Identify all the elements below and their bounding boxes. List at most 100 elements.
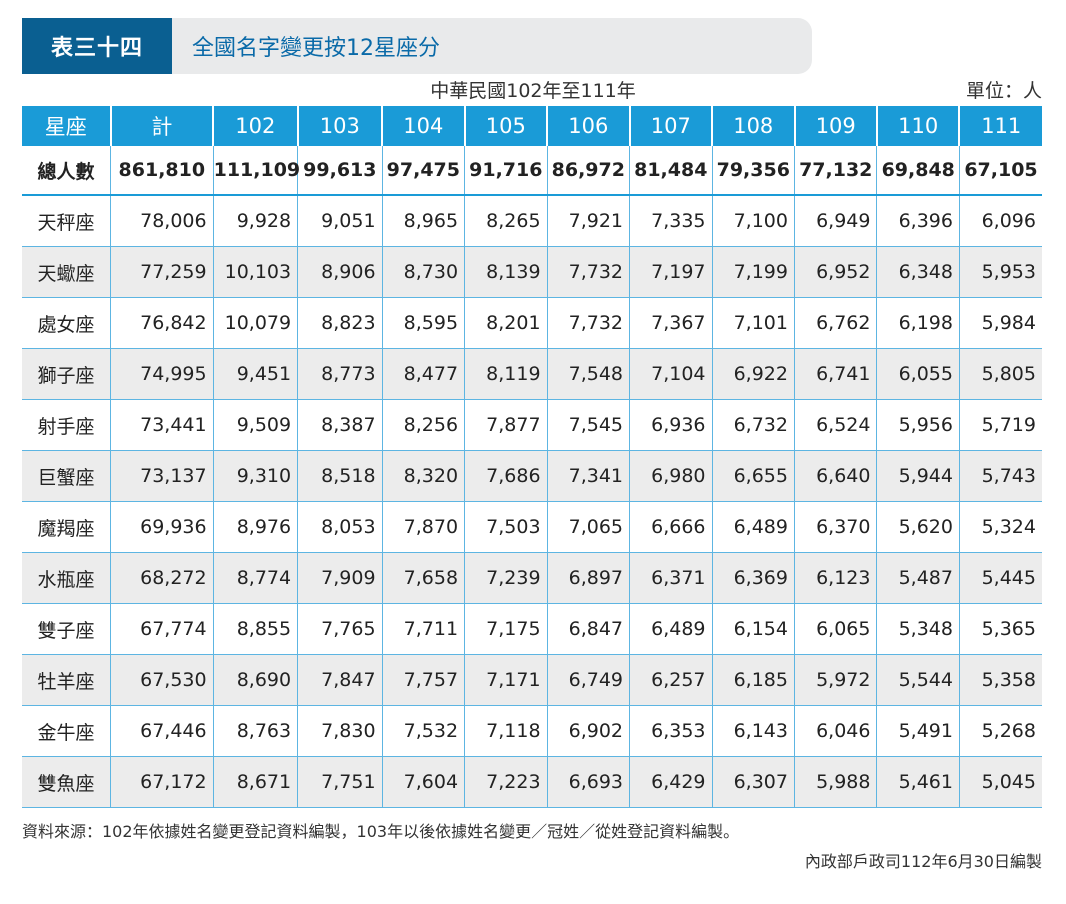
value-cell: 7,847 [297,654,383,706]
value-cell: 5,461 [876,756,960,808]
value-cell: 5,620 [876,501,960,553]
table-row: 雙子座 67,774 8,855 7,765 7,711 7,175 6,847 6,489 6… [22,603,1042,655]
total-cell: 97,475 [381,146,465,196]
value-cell: 7,065 [546,501,630,553]
value-cell: 8,201 [464,297,548,349]
value-cell: 7,341 [546,450,630,502]
value-cell: 5,805 [958,348,1042,400]
value-cell: 5,988 [793,756,877,808]
value-cell: 67,774 [110,603,214,655]
value-cell: 6,371 [629,552,713,604]
value-cell: 8,387 [297,399,383,451]
value-cell: 7,757 [381,654,465,706]
value-cell: 6,902 [546,705,630,757]
constellation-name-cell: 雙魚座 [22,756,111,808]
total-row: 總人數 861,810 111,109 99,613 97,475 91,716 86,97… [22,146,1042,196]
value-cell: 6,693 [546,756,630,808]
constellation-name-cell: 處女座 [22,297,111,349]
value-cell: 6,655 [711,450,795,502]
value-cell: 8,477 [381,348,465,400]
constellation-name-cell: 魔羯座 [22,501,111,553]
value-cell: 6,666 [629,501,713,553]
value-cell: 8,595 [381,297,465,349]
value-cell: 10,103 [212,246,298,298]
unit-label: 單位：人 [965,80,1042,102]
value-cell: 6,897 [546,552,630,604]
value-cell: 7,171 [464,654,548,706]
value-cell: 8,256 [381,399,465,451]
total-cell: 111,109 [212,146,300,196]
value-cell: 7,335 [629,195,713,247]
constellation-name-cell: 巨蟹座 [22,450,111,502]
value-cell: 6,489 [629,603,713,655]
total-cell: 79,356 [711,146,795,196]
value-cell: 7,909 [297,552,383,604]
constellation-name-cell: 雙子座 [22,603,111,655]
value-cell: 67,530 [110,654,214,706]
total-cell: 77,132 [793,146,877,196]
value-cell: 74,995 [110,348,214,400]
value-cell: 6,762 [793,297,877,349]
value-cell: 6,348 [876,246,960,298]
value-cell: 7,658 [381,552,465,604]
value-cell: 5,984 [958,297,1042,349]
value-cell: 6,640 [793,450,877,502]
value-cell: 5,045 [958,756,1042,808]
value-cell: 6,489 [711,501,795,553]
value-cell: 69,936 [110,501,214,553]
value-cell: 7,751 [297,756,383,808]
value-cell: 5,491 [876,705,960,757]
value-cell: 8,906 [297,246,383,298]
value-cell: 8,119 [464,348,548,400]
value-cell: 5,348 [876,603,960,655]
value-cell: 6,396 [876,195,960,247]
value-cell: 7,223 [464,756,548,808]
value-cell: 6,154 [711,603,795,655]
value-cell: 8,823 [297,297,383,349]
value-cell: 7,532 [381,705,465,757]
value-cell: 6,847 [546,603,630,655]
total-cell: 81,484 [629,146,713,196]
value-cell: 5,487 [876,552,960,604]
value-cell: 78,006 [110,195,214,247]
value-cell: 77,259 [110,246,214,298]
value-cell: 6,353 [629,705,713,757]
page-title: 全國名字變更按12星座分 [192,36,440,61]
total-cell: 67,105 [958,146,1042,196]
value-cell: 73,441 [110,399,214,451]
value-cell: 5,953 [958,246,1042,298]
value-cell: 7,765 [297,603,383,655]
column-header-year: 111 [958,106,1042,146]
value-cell: 7,545 [546,399,630,451]
table-row: 牡羊座 67,530 8,690 7,847 7,757 7,171 6,749 6,257 6… [22,654,1042,706]
total-row-label: 總人數 [22,146,111,196]
source-note: 資料來源：102年依據姓名變更登記資料編製，103年以後依據姓名變更／冠姓／從姓… [22,822,740,841]
table-row: 水瓶座 68,272 8,774 7,909 7,658 7,239 6,897 6,371 6… [22,552,1042,604]
value-cell: 7,877 [464,399,548,451]
table-row: 金牛座 67,446 8,763 7,830 7,532 7,118 6,902 6,353 6… [22,705,1042,757]
total-cell: 86,972 [546,146,630,196]
value-cell: 6,143 [711,705,795,757]
value-cell: 6,980 [629,450,713,502]
value-cell: 67,446 [110,705,214,757]
value-cell: 76,842 [110,297,214,349]
value-cell: 6,065 [793,603,877,655]
value-cell: 8,690 [212,654,298,706]
column-header-total: 計 [109,106,214,146]
value-cell: 7,101 [711,297,795,349]
value-cell: 10,079 [212,297,298,349]
total-cell: 99,613 [297,146,383,196]
value-cell: 6,307 [711,756,795,808]
value-cell: 5,544 [876,654,960,706]
value-cell: 6,257 [629,654,713,706]
value-cell: 8,139 [464,246,548,298]
constellation-name-cell: 獅子座 [22,348,111,400]
column-header-year: 109 [793,106,877,146]
value-cell: 8,773 [297,348,383,400]
value-cell: 8,855 [212,603,298,655]
value-cell: 6,429 [629,756,713,808]
column-header-year: 106 [546,106,630,146]
value-cell: 7,197 [629,246,713,298]
table-row: 射手座 73,441 9,509 8,387 8,256 7,877 7,545 6,936 6… [22,399,1042,451]
table-row: 獅子座 74,995 9,451 8,773 8,477 8,119 7,548 7,104 6… [22,348,1042,400]
